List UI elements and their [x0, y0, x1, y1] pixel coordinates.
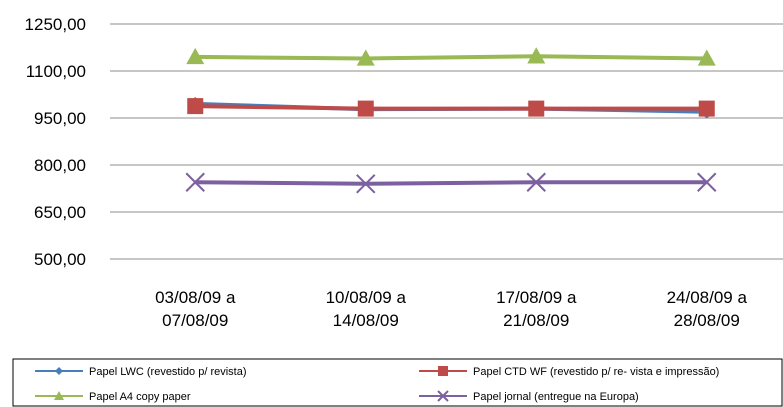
legend-entry: Papel jornal (entregue na Europa) — [419, 390, 639, 403]
x-tick-label: 17/08/09 a — [496, 288, 577, 307]
y-tick-label: 1100,00 — [26, 62, 86, 81]
x-tick-label: 14/08/09 — [333, 311, 399, 330]
gridlines — [110, 23, 783, 260]
data-point-marker — [55, 367, 63, 375]
x-tick-label: 24/08/09 a — [667, 288, 748, 307]
data-point-marker — [528, 100, 545, 117]
legend-label: Papel A4 copy paper — [89, 391, 191, 403]
legend-entry: Papel LWC (revestido p/ revista) — [35, 366, 247, 378]
data-point-marker — [186, 47, 205, 65]
legend-label: Papel LWC (revestido p/ revista) — [89, 366, 247, 378]
x-axis-tick-labels: 03/08/09 a 07/08/09 10/08/09 a 14/08/09 17/0… — [155, 288, 747, 330]
y-tick-label: 800,00 — [34, 156, 86, 175]
y-tick-label: 1250,00 — [25, 15, 86, 34]
data-point-marker — [356, 49, 375, 66]
legend-box — [12, 358, 783, 407]
y-tick-label: 950,00 — [34, 109, 86, 128]
x-tick-label: 10/08/09 a — [326, 288, 407, 307]
series — [187, 98, 715, 117]
data-point-marker — [697, 172, 717, 192]
series-line — [195, 54, 707, 61]
data-point-marker — [356, 174, 376, 194]
data-point-marker — [185, 172, 205, 192]
data-point-marker — [438, 366, 448, 376]
series — [186, 47, 716, 66]
series-line — [195, 180, 707, 186]
data-point-marker — [54, 391, 64, 400]
legend-entry: Papel A4 copy paper — [35, 391, 191, 403]
x-tick-label: 21/08/09 — [503, 311, 569, 330]
series — [185, 172, 717, 194]
series-lines — [185, 47, 717, 194]
data-point-marker — [698, 100, 715, 117]
legend-label: Papel CTD WF (revestido p/ re- vista e i… — [473, 366, 719, 378]
y-axis-tick-labels: 500,00 650,00 800,00 950,00 1100,00 1250,00 — [25, 15, 86, 269]
data-point-marker — [437, 390, 449, 402]
legend: Papel LWC (revestido p/ revista) Papel CT… — [12, 358, 783, 407]
x-tick-label: 03/08/09 a — [155, 288, 236, 307]
legend-entry: Papel CTD WF (revestido p/ re- vista e i… — [419, 366, 719, 378]
data-point-marker — [526, 172, 546, 192]
data-point-marker — [357, 100, 374, 117]
data-point-marker — [527, 47, 546, 64]
legend-label: Papel jornal (entregue na Europa) — [473, 391, 639, 403]
y-tick-label: 650,00 — [34, 203, 86, 222]
series-line — [195, 104, 707, 111]
y-tick-label: 500,00 — [34, 250, 86, 269]
x-tick-label: 07/08/09 — [162, 311, 228, 330]
data-point-marker — [187, 98, 204, 115]
data-point-marker — [697, 49, 716, 66]
x-tick-label: 28/08/09 — [674, 311, 740, 330]
